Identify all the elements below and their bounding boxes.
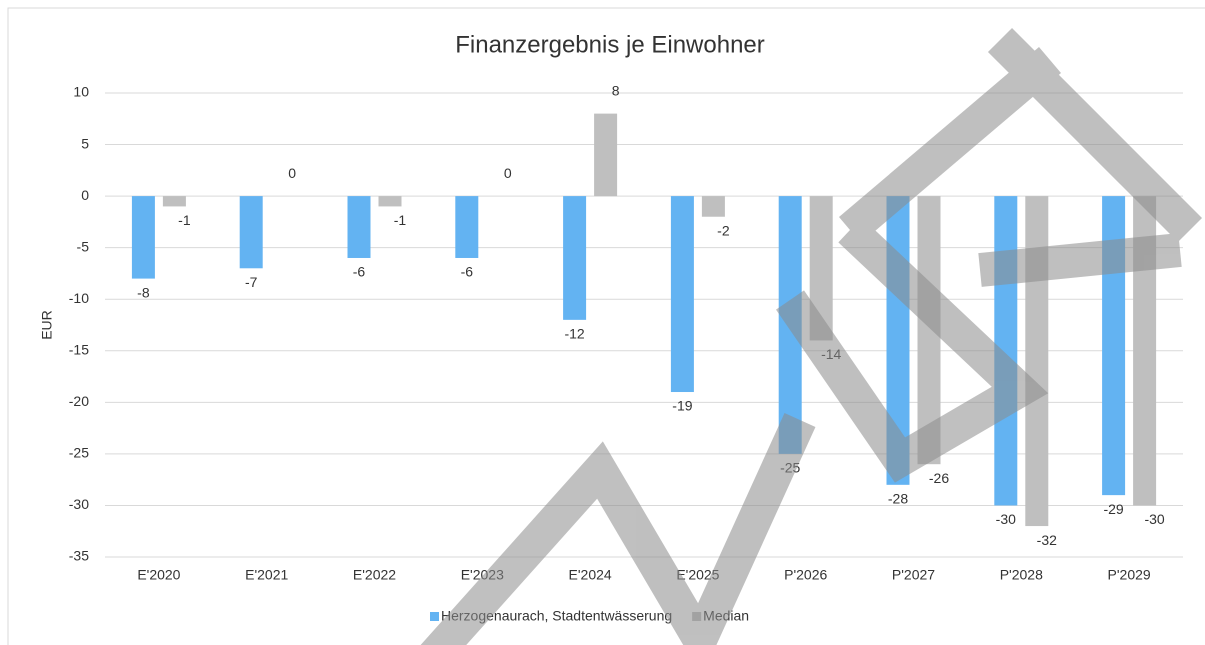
y-tick-label: -10	[69, 290, 89, 306]
data-label: -1	[394, 212, 407, 228]
y-tick-label: -5	[77, 238, 90, 254]
data-label: -26	[929, 470, 949, 486]
x-tick-label: P'2027	[892, 567, 935, 583]
y-tick-label: -30	[69, 496, 89, 512]
data-label: -6	[461, 264, 474, 280]
bar	[455, 196, 479, 258]
bar	[809, 196, 833, 341]
y-tick-label: -35	[69, 548, 89, 564]
legend-swatch	[430, 612, 439, 621]
x-tick-label: E'2022	[353, 567, 396, 583]
bar	[917, 196, 941, 465]
data-label: -6	[353, 264, 366, 280]
data-label: -19	[672, 398, 692, 414]
data-label: 0	[288, 165, 296, 181]
chart-title: Finanzergebnis je Einwohner	[455, 31, 765, 58]
x-tick-label: P'2028	[1000, 567, 1043, 583]
data-label: 0	[504, 165, 512, 181]
data-label: -7	[245, 274, 258, 290]
y-tick-label: 0	[81, 187, 89, 203]
x-tick-label: E'2020	[137, 567, 180, 583]
data-label: -8	[137, 284, 150, 300]
bar	[701, 196, 725, 217]
data-label: -30	[1144, 511, 1164, 527]
y-axis-label: EUR	[39, 310, 55, 340]
data-label: -12	[564, 326, 584, 342]
bar	[162, 196, 186, 207]
x-tick-label: E'2021	[245, 567, 288, 583]
data-label: -32	[1037, 532, 1057, 548]
bar	[239, 196, 263, 269]
bar	[594, 113, 618, 197]
bar	[563, 196, 587, 320]
x-tick-label: E'2024	[569, 567, 612, 583]
y-tick-label: -25	[69, 445, 89, 461]
data-label: -2	[717, 222, 730, 238]
bar	[378, 196, 402, 207]
y-tick-label: 10	[73, 84, 89, 100]
legend-label: Herzogenaurach, Stadtentwässerung	[441, 608, 672, 624]
x-tick-label: E'2025	[676, 567, 719, 583]
data-label: -30	[996, 511, 1016, 527]
data-label: -28	[888, 491, 908, 507]
y-tick-label: -20	[69, 393, 89, 409]
bar	[1133, 196, 1157, 506]
bar	[347, 196, 371, 258]
bar	[131, 196, 155, 279]
y-tick-label: -15	[69, 341, 89, 357]
watermark	[420, 27, 1203, 645]
bar	[670, 196, 694, 393]
data-label: 8	[612, 82, 620, 98]
x-tick-label: P'2029	[1108, 567, 1151, 583]
data-label: -29	[1103, 501, 1123, 517]
y-tick-label: 5	[81, 135, 89, 151]
x-tick-label: P'2026	[784, 567, 827, 583]
bar	[1025, 196, 1049, 527]
data-label: -1	[178, 212, 191, 228]
